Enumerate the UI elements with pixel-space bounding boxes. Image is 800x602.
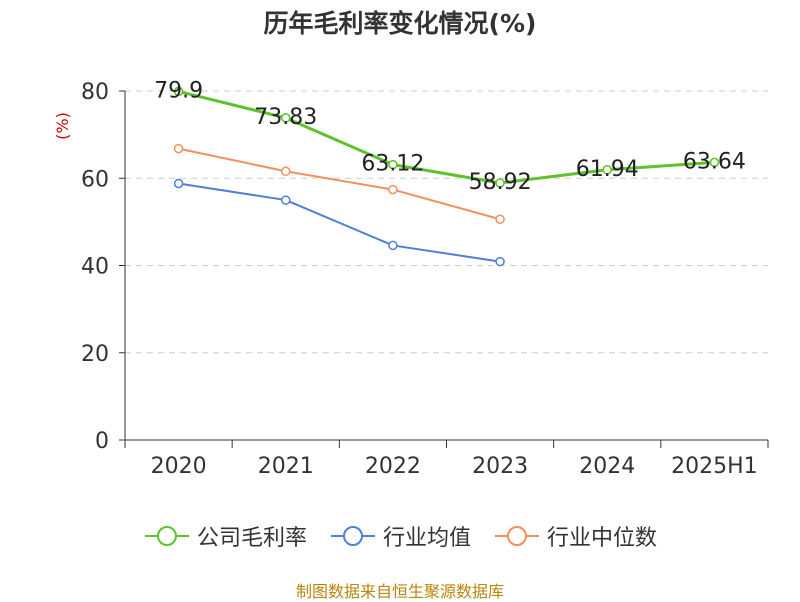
data-label: 63.12 — [361, 152, 424, 177]
legend-marker — [144, 526, 189, 546]
data-point — [602, 165, 612, 175]
x-tick-label: 2025H1 — [671, 454, 758, 479]
legend-item[interactable]: 行业中位数 — [493, 520, 657, 552]
legend: 公司毛利率 行业均值 行业中位数 — [0, 520, 800, 552]
y-tick-label: 80 — [81, 80, 109, 105]
legend-marker — [330, 526, 375, 546]
data-label: 58.92 — [469, 170, 532, 195]
data-point — [173, 178, 184, 189]
data-point — [173, 86, 184, 97]
data-label: 73.83 — [254, 105, 317, 130]
chart-title: 历年毛利率变化情况(%) — [263, 9, 537, 38]
data-point — [495, 214, 505, 225]
data-label: 63.64 — [683, 149, 746, 174]
data-point — [281, 195, 291, 205]
data-point — [388, 159, 398, 170]
series-line — [178, 182, 501, 263]
legend-label: 行业均值 — [382, 526, 471, 551]
data-point — [388, 240, 398, 251]
legend-label: 公司毛利率 — [196, 526, 307, 551]
x-tick-label: 2020 — [151, 454, 207, 479]
data-label: 79.9 — [154, 78, 203, 103]
y-axis-label: (%) — [53, 112, 72, 140]
data-point — [281, 166, 291, 177]
x-tick-label: 2023 — [472, 454, 528, 479]
legend-marker — [495, 526, 539, 546]
data-point — [388, 184, 398, 195]
data-point — [281, 113, 291, 123]
data-point — [709, 157, 720, 168]
data-label: 61.94 — [576, 157, 639, 182]
x-tick-label: 2024 — [579, 454, 635, 479]
y-tick-label: 40 — [81, 255, 109, 280]
x-tick-label: 2021 — [258, 454, 314, 479]
series-line — [178, 89, 715, 185]
legend-item[interactable]: 公司毛利率 — [143, 520, 307, 552]
y-tick-label: 20 — [81, 342, 109, 367]
data-source-footer: 制图数据来自恒生聚源数据库 — [295, 582, 504, 601]
y-tick-label: 0 — [95, 429, 109, 454]
data-point — [495, 178, 505, 188]
legend-item[interactable]: 行业均值 — [329, 520, 471, 552]
series-line — [178, 147, 501, 221]
y-tick-label: 60 — [81, 167, 109, 192]
data-point — [173, 143, 184, 154]
x-tick-label: 2022 — [365, 454, 421, 479]
data-point — [495, 256, 505, 267]
legend-label: 行业中位数 — [547, 526, 658, 551]
